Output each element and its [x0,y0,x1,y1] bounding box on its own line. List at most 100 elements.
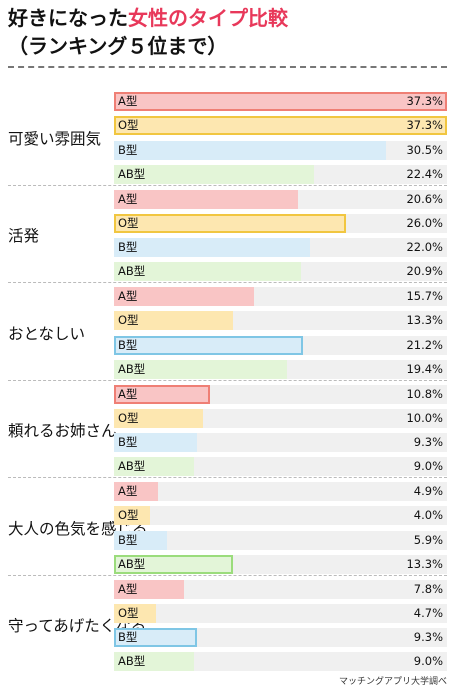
bar-O型 [114,311,233,331]
blood-type-label: AB型 [118,264,146,279]
blood-type-label: AB型 [118,166,146,181]
blood-type-label: A型 [118,94,138,108]
value-label: 9.3% [413,630,443,645]
bar-AB型 [114,164,314,184]
bar-A型 [114,384,211,404]
title-part: 好きになった [8,6,128,30]
bar-row: A型 7.8% [114,579,447,599]
bar-row: O型 26.0% [114,213,447,233]
group-separator [8,379,447,381]
blood-type-label: B型 [118,435,138,450]
blood-type-label: A型 [118,484,138,498]
blood-type-label: O型 [118,215,139,230]
bar-row: O型 10.0% [114,408,447,428]
value-label: 22.4% [406,166,443,181]
value-label: 10.0% [406,410,443,425]
bar-A型 [114,579,184,599]
value-label: 26.0% [406,215,443,230]
blood-type-label: B型 [118,337,138,352]
blood-type-label: AB型 [118,459,146,474]
group-label: 守ってあげたくなる [8,617,147,636]
value-label: 37.3% [406,94,443,108]
bar-row: A型 15.7% [114,287,447,306]
bar-row: A型 20.6% [114,189,447,209]
bar-row: AB型 19.4% [114,359,447,379]
bar-row: AB型 13.3% [114,554,447,574]
bar-B型 [114,238,311,258]
group-label: 活発 [8,227,40,246]
value-label: 22.0% [406,240,443,255]
value-label: 4.0% [413,508,443,523]
bar-AB型 [114,359,288,379]
bar-AB型 [114,262,301,282]
bar-A型 [114,287,255,306]
bar-AB型 [114,457,195,477]
group-label: 可愛い雰囲気 [8,129,102,148]
blood-type-label: B型 [118,630,138,645]
blood-type-label: B型 [118,240,138,255]
chart-title: 好きになった女性のタイプ比較 （ランキング５位まで） [8,4,288,60]
bar-row: B型 21.2% [114,335,447,355]
title-line-1: 好きになった女性のタイプ比較 [8,4,288,32]
value-label: 21.2% [406,337,443,352]
bar-row: AB型 20.9% [114,262,447,282]
bar-row: AB型 9.0% [114,457,447,477]
group-label: 大人の色気を感じる [8,519,148,538]
value-label: 13.3% [406,556,443,571]
value-label: 4.9% [413,484,443,498]
blood-type-label: O型 [118,118,139,133]
group-separator [8,184,447,186]
bar-row: O型 37.3% [114,116,447,136]
group-separator [8,574,447,576]
title-highlight: 女性のタイプ比較 [128,6,288,30]
bar-O型 [114,408,204,428]
value-label: 4.7% [413,605,443,620]
bar-row: AB型 22.4% [114,164,447,184]
source-note: マッチングアプリ大学調べ [338,677,447,687]
value-label: 9.0% [413,459,443,474]
blood-type-label: O型 [118,605,139,620]
blood-type-label: AB型 [118,361,146,376]
bar-B型 [114,433,198,453]
bar-A型 [114,482,158,501]
value-label: 19.4% [406,361,443,376]
blood-type-label: O型 [118,508,139,523]
bar-A型 [114,189,298,209]
bar-row: B型 5.9% [114,530,447,550]
bar-B型 [114,628,198,648]
bar-B型 [114,335,304,355]
bar-row: AB型 9.0% [114,652,447,672]
value-label: 9.3% [413,435,443,450]
value-label: 37.3% [406,118,443,133]
title-divider [8,66,447,68]
bar-O型 [114,506,150,526]
blood-type-label: B型 [118,532,138,547]
group-separator [8,282,447,283]
group-label: おとなしい [8,324,86,343]
value-label: 20.9% [406,264,443,279]
bar-row: A型 37.3% [114,92,447,111]
bar-AB型 [114,554,233,574]
blood-type-label: O型 [118,313,139,328]
value-label: 13.3% [406,313,443,328]
value-label: 5.9% [413,532,443,547]
value-label: 10.8% [406,386,443,401]
group-label: 頼れるお姉さん [8,422,117,441]
value-label: 9.0% [413,654,443,669]
bar-A型 [114,92,447,111]
bar-row: O型 13.3% [114,311,447,331]
bar-row: A型 10.8% [114,384,447,404]
bar-O型 [114,213,347,233]
bar-row: B型 22.0% [114,238,447,258]
bar-row: B型 30.5% [114,140,447,160]
bar-row: O型 4.7% [114,603,447,623]
value-label: 20.6% [406,191,443,206]
bar-O型 [114,603,156,623]
bar-row: B型 9.3% [114,433,447,453]
value-label: 7.8% [413,581,443,596]
bar-row: A型 4.9% [114,482,447,501]
bar-B型 [114,530,167,550]
blood-type-label: O型 [118,410,139,425]
blood-type-label: A型 [118,386,138,401]
group-separator [8,477,447,478]
